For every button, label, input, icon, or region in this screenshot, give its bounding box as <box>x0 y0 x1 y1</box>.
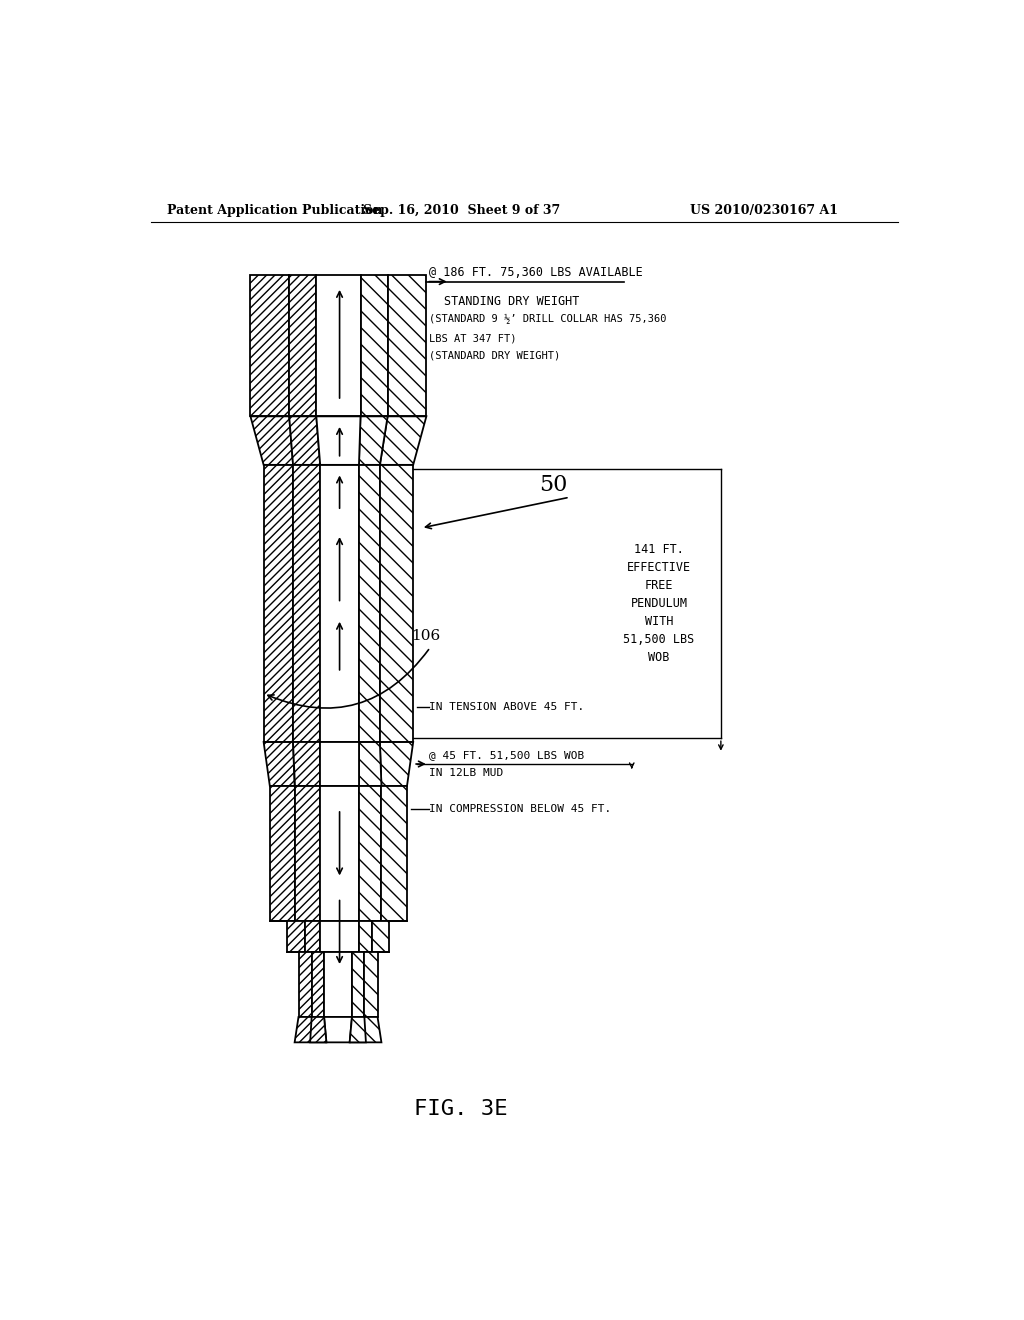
Bar <box>251 276 289 416</box>
Polygon shape <box>380 416 426 465</box>
Bar <box>311 952 324 1016</box>
Text: IN TENSION ABOVE 45 FT.: IN TENSION ABOVE 45 FT. <box>429 702 584 713</box>
Bar <box>305 921 321 952</box>
Polygon shape <box>263 742 295 785</box>
Bar <box>359 465 380 742</box>
Polygon shape <box>316 416 360 465</box>
Polygon shape <box>359 742 381 785</box>
Text: @ 45 FT. 51,500 LBS WOB: @ 45 FT. 51,500 LBS WOB <box>429 750 584 760</box>
Polygon shape <box>380 742 414 785</box>
Bar <box>321 921 359 952</box>
Bar <box>316 276 360 416</box>
Bar <box>295 785 321 921</box>
Bar <box>270 785 295 921</box>
Text: Patent Application Publication: Patent Application Publication <box>167 205 382 218</box>
Bar <box>293 465 321 742</box>
Polygon shape <box>349 1016 366 1043</box>
Bar <box>287 921 305 952</box>
Bar <box>299 952 311 1016</box>
Polygon shape <box>321 742 359 785</box>
Bar <box>359 785 381 921</box>
Polygon shape <box>293 742 321 785</box>
Text: 106: 106 <box>411 628 440 643</box>
Bar <box>321 785 359 921</box>
Text: IN COMPRESSION BELOW 45 FT.: IN COMPRESSION BELOW 45 FT. <box>429 804 611 814</box>
Polygon shape <box>310 1016 327 1043</box>
Text: Sep. 16, 2010  Sheet 9 of 37: Sep. 16, 2010 Sheet 9 of 37 <box>362 205 560 218</box>
Bar <box>365 952 378 1016</box>
Bar <box>372 921 389 952</box>
Polygon shape <box>251 416 293 465</box>
Bar <box>381 785 407 921</box>
Text: US 2010/0230167 A1: US 2010/0230167 A1 <box>689 205 838 218</box>
Text: @ 186 FT. 75,360 LBS AVAILABLE: @ 186 FT. 75,360 LBS AVAILABLE <box>429 267 642 280</box>
Text: LBS AT 347 FT): LBS AT 347 FT) <box>429 333 516 343</box>
Text: IN 12LB MUD: IN 12LB MUD <box>429 768 503 777</box>
Bar <box>359 921 372 952</box>
Polygon shape <box>359 416 388 465</box>
Text: FIG. 3E: FIG. 3E <box>415 1100 508 1119</box>
Bar <box>321 465 359 742</box>
Bar <box>289 276 316 416</box>
Text: 141 FT.
EFFECTIVE
FREE
PENDULUM
WITH
51,500 LBS
WOB: 141 FT. EFFECTIVE FREE PENDULUM WITH 51,… <box>624 543 694 664</box>
Polygon shape <box>295 1016 327 1043</box>
Polygon shape <box>349 1016 381 1043</box>
Bar <box>263 465 293 742</box>
Bar <box>360 276 388 416</box>
Text: (STANDARD 9 ½’ DRILL COLLAR HAS 75,360: (STANDARD 9 ½’ DRILL COLLAR HAS 75,360 <box>429 314 667 323</box>
Bar <box>380 465 414 742</box>
Polygon shape <box>289 416 321 465</box>
Polygon shape <box>324 1016 352 1043</box>
Bar <box>388 276 426 416</box>
Text: 50: 50 <box>539 474 567 496</box>
Text: (STANDARD DRY WEIGHT): (STANDARD DRY WEIGHT) <box>429 351 560 360</box>
Bar <box>324 952 352 1016</box>
Text: STANDING DRY WEIGHT: STANDING DRY WEIGHT <box>444 294 580 308</box>
Bar <box>352 952 365 1016</box>
